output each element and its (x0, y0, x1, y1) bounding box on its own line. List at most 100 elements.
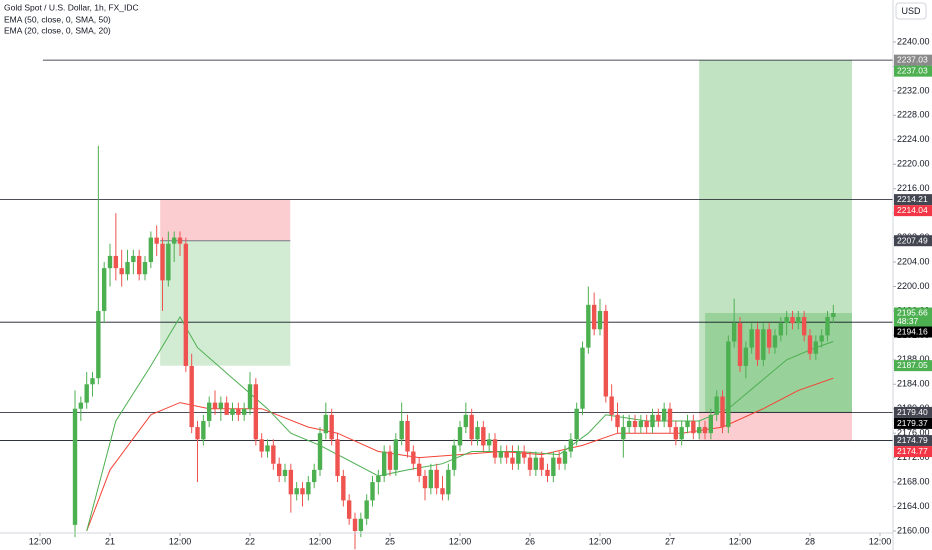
candle-body (510, 457, 515, 464)
candle-body (236, 408, 241, 415)
candle-body (405, 420, 410, 452)
candle-body (195, 427, 200, 440)
legend-entry: EMA (20, close, 0, SMA, 20) (4, 25, 111, 35)
candle-body (422, 475, 428, 489)
candle-body (446, 469, 451, 495)
candle-body (621, 427, 626, 440)
candle-body (766, 329, 772, 348)
candle-body (440, 488, 445, 495)
candle-body (731, 323, 737, 342)
price-tag (894, 360, 932, 372)
candle-body (259, 439, 264, 452)
candle-body (656, 414, 661, 421)
y-tick-label: 2240.00 (897, 36, 930, 46)
candle-body (271, 445, 276, 464)
candle-body (306, 482, 311, 495)
price-tag-label: 2179.37 (897, 418, 928, 428)
price-tag-label: 2179.40 (897, 407, 928, 417)
candle-body (626, 420, 632, 428)
candle-body (539, 457, 544, 470)
y-tick-label: 2200.00 (897, 281, 930, 291)
candle-body (615, 414, 620, 428)
x-tick-label: 27 (665, 536, 675, 546)
candle-body (341, 475, 346, 501)
candle-body (166, 243, 171, 281)
x-tick-label: 25 (385, 536, 395, 546)
y-tick-label: 2188.00 (897, 354, 930, 364)
candle-body (224, 402, 229, 415)
candle-body (206, 402, 212, 421)
price-tag-label: 2194.16 (897, 327, 928, 337)
candle-body (457, 427, 463, 446)
price-tag (894, 65, 932, 77)
price-tag-label: 2207.49 (897, 235, 928, 245)
candle-body (714, 396, 719, 415)
candle-body (644, 420, 649, 428)
candle-body (311, 469, 317, 483)
x-tick-label: 12:00 (869, 536, 892, 546)
reward-zone (699, 60, 852, 413)
candle-body (562, 451, 568, 464)
candle-body (685, 420, 690, 428)
candle-body (160, 243, 165, 281)
candle-body (131, 255, 136, 263)
candle-body (84, 384, 89, 403)
candle-body (276, 463, 282, 476)
candle-body (463, 414, 469, 428)
candle-body (486, 439, 492, 446)
candle-body (586, 304, 591, 348)
candle-body (346, 500, 352, 519)
currency-button[interactable] (895, 2, 927, 20)
price-tag (894, 326, 932, 338)
candle-body (335, 439, 340, 476)
candle-body (294, 488, 299, 495)
candle-body (580, 347, 585, 409)
candle-body (201, 420, 206, 440)
price-tag-label: 2214.04 (897, 205, 928, 215)
candle-body (702, 427, 708, 434)
candle-body (323, 414, 329, 434)
candle-body (673, 427, 679, 440)
candle-body (778, 323, 784, 336)
candle-body (650, 414, 655, 428)
candle-body (364, 500, 369, 519)
candle-body (807, 335, 813, 354)
candle-body (288, 469, 294, 495)
candle-body (352, 518, 358, 531)
candle-body (358, 518, 364, 531)
candle-body (603, 310, 609, 397)
price-tag-label: 2237.03 (897, 55, 928, 65)
candle-body (317, 433, 323, 470)
candle-body (772, 335, 778, 348)
candle-body (551, 457, 556, 476)
price-tag-label: 2237.03 (897, 66, 928, 76)
candle-body (300, 488, 305, 495)
countdown-label: 48:37 (897, 316, 919, 326)
candle-body (556, 457, 562, 464)
candle-body (492, 439, 498, 458)
price-tag-label: 2187.05 (897, 360, 928, 370)
candle-body (819, 335, 824, 342)
candle-body (691, 420, 696, 434)
candle-body (451, 445, 457, 470)
candle-body (183, 243, 189, 366)
candle-body (154, 237, 159, 244)
candle-body (282, 469, 288, 476)
candle-body (171, 237, 177, 244)
candle-body (545, 469, 550, 476)
candle-body (761, 329, 766, 360)
candle-body (749, 329, 754, 348)
x-tick-label: 12:00 (29, 536, 52, 546)
x-tick-label: 22 (245, 536, 255, 546)
candle-body (411, 451, 416, 464)
candle-body (189, 365, 194, 428)
candle-body (399, 420, 404, 440)
candle-body (475, 427, 480, 440)
x-tick-label: 26 (525, 536, 535, 546)
price-tag-label: 2214.21 (897, 194, 928, 204)
candle-body (177, 237, 183, 244)
risk-zone (160, 199, 291, 241)
candle-body (481, 427, 486, 446)
candle-body (218, 402, 224, 409)
